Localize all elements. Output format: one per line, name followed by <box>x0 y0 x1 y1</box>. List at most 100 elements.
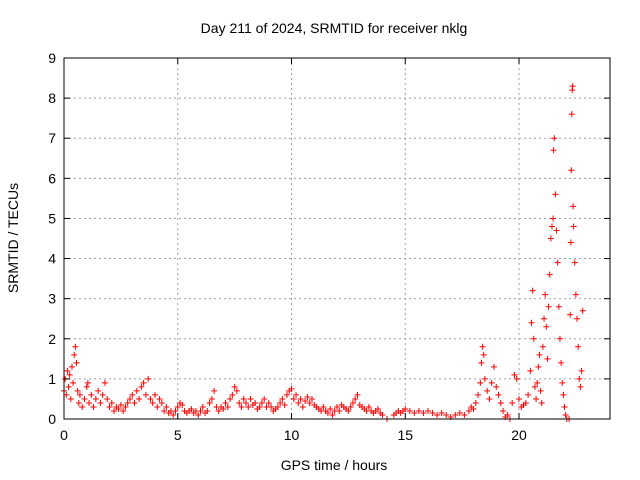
data-point <box>90 403 97 410</box>
data-point <box>274 403 281 410</box>
x-tick-label: 20 <box>511 427 527 443</box>
data-point <box>567 239 574 246</box>
y-tick-label: 3 <box>48 291 56 307</box>
data-point <box>227 395 234 402</box>
data-point <box>550 215 557 222</box>
data-point <box>558 359 565 366</box>
chart-title: Day 211 of 2024, SRMTID for receiver nkl… <box>201 20 468 36</box>
x-ticks: 0 5 10 15 20 <box>60 58 527 443</box>
y-axis-title: SRMTID / TECUs <box>5 183 21 293</box>
grid <box>64 58 610 419</box>
data-point <box>472 399 479 406</box>
data-point <box>548 223 555 230</box>
data-point <box>461 411 468 418</box>
data-point <box>438 409 445 416</box>
data-point <box>147 395 154 402</box>
data-point <box>542 291 549 298</box>
data-point <box>158 399 165 406</box>
data-point <box>92 395 99 402</box>
data-point <box>529 287 536 294</box>
data-point <box>70 379 77 386</box>
data-point <box>233 387 240 394</box>
data-point <box>555 303 562 310</box>
data-point <box>504 411 511 418</box>
data-point <box>117 401 124 408</box>
data-point <box>525 391 532 398</box>
data-point <box>73 359 80 366</box>
data-point <box>208 395 215 402</box>
data-point <box>568 111 575 118</box>
data-point <box>365 403 372 410</box>
data-point <box>569 83 576 90</box>
data-point <box>277 399 284 406</box>
series-srmtid <box>61 83 586 422</box>
data-point <box>490 363 497 370</box>
data-point <box>172 407 179 414</box>
data-point <box>288 385 295 392</box>
data-point <box>138 383 145 390</box>
data-point <box>556 335 563 342</box>
data-point <box>570 223 577 230</box>
data-point <box>281 401 288 408</box>
data-point <box>268 403 275 410</box>
data-point <box>336 407 343 414</box>
data-point <box>481 375 488 382</box>
data-point <box>577 383 584 390</box>
data-point <box>131 399 138 406</box>
data-point <box>252 399 259 406</box>
data-point <box>72 343 79 350</box>
data-point <box>538 399 545 406</box>
data-point <box>152 391 158 398</box>
data-point <box>295 399 302 406</box>
data-point <box>402 405 409 412</box>
data-point <box>129 391 136 398</box>
data-point <box>304 393 311 400</box>
data-point <box>101 379 108 386</box>
data-point <box>352 395 359 402</box>
data-point <box>124 399 131 406</box>
data-point <box>541 315 548 322</box>
data-point <box>66 371 73 378</box>
data-point <box>97 399 104 406</box>
data-point <box>64 367 71 374</box>
data-point <box>122 403 129 410</box>
data-point <box>550 147 557 154</box>
data-point <box>551 135 558 142</box>
data-point <box>493 383 500 390</box>
data-point <box>329 411 336 418</box>
data-point <box>197 407 204 414</box>
data-point <box>258 399 265 406</box>
data-point <box>334 403 340 410</box>
data-point <box>170 411 177 418</box>
data-point <box>188 405 195 412</box>
data-point <box>347 403 354 410</box>
data-point <box>115 405 122 412</box>
data-point <box>149 399 156 406</box>
x-tick-label: 10 <box>284 427 300 443</box>
data-point <box>562 411 569 418</box>
data-point <box>547 235 554 242</box>
data-point <box>509 399 516 406</box>
data-point <box>99 391 106 398</box>
data-point <box>81 395 88 402</box>
data-point <box>553 227 560 234</box>
y-tick-label: 7 <box>48 130 56 146</box>
data-point <box>495 391 502 398</box>
data-point <box>204 407 211 414</box>
data-point <box>133 387 140 394</box>
data-point <box>247 395 254 402</box>
data-point <box>236 399 243 406</box>
data-point <box>279 395 286 402</box>
data-point <box>306 399 313 406</box>
data-point <box>84 379 91 386</box>
data-point <box>142 391 149 398</box>
data-point <box>106 403 113 410</box>
data-point <box>528 319 535 326</box>
data-point <box>456 409 463 416</box>
data-point <box>145 375 152 382</box>
y-tick-label: 8 <box>48 90 56 106</box>
data-point <box>535 363 542 370</box>
data-point <box>238 403 245 410</box>
data-point <box>156 395 163 402</box>
